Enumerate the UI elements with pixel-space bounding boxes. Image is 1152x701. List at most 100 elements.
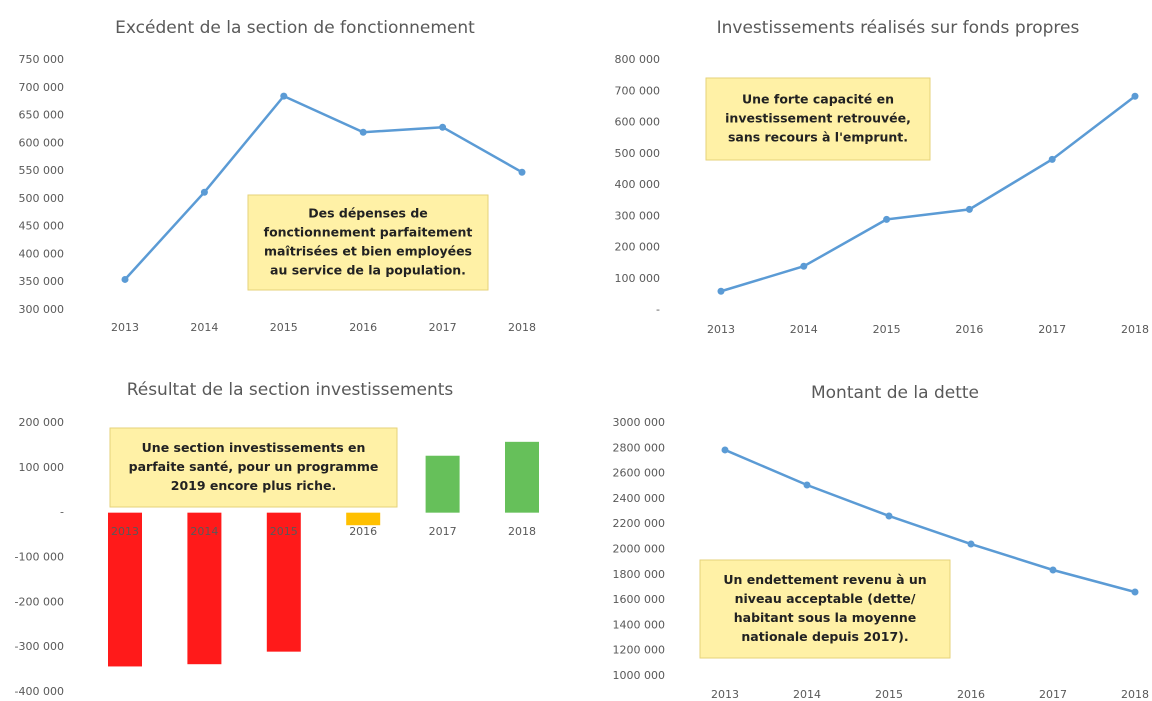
x-tick-label: 2013 [111,525,139,538]
y-tick-label: 400 000 [615,178,661,191]
x-tick-label: 2013 [111,321,139,334]
x-tick-label: 2013 [711,688,739,701]
x-tick-label: 2016 [349,525,377,538]
marker [439,123,447,131]
x-tick-label: 2018 [508,525,536,538]
marker [965,205,973,213]
x-tick-label: 2017 [429,321,457,334]
annotation-box [109,427,398,508]
y-tick-label: 550 000 [19,164,65,177]
y-tick-label: -400 000 [15,685,64,698]
y-tick-label: 750 000 [19,53,65,66]
x-tick-label: 2015 [873,323,901,336]
y-tick-label: 500 000 [19,192,65,205]
line [124,94,523,281]
y-tick-label: - [60,506,64,519]
y-tick-label: - [656,303,660,316]
y-tick-label: 2400 000 [613,492,666,505]
chart-title: Montant de la dette [811,383,979,403]
marker [800,262,808,270]
y-tick-label: 450 000 [19,220,65,233]
annotation-box [247,194,489,291]
annotation-text: habitant sous la moyenne [734,610,917,625]
marker [1131,92,1139,100]
x-tick-label: 2018 [1121,688,1149,701]
bar [346,512,381,526]
y-tick-label: 600 000 [615,116,661,129]
marker [967,540,975,548]
annotation-text: maîtrisées et bien employées [264,244,472,259]
x-tick-label: 2017 [1039,688,1067,701]
marker [1048,155,1056,163]
chart-title: Excédent de la section de fonctionnement [115,18,475,38]
y-tick-label: 1400 000 [613,618,666,631]
y-tick-label: 1200 000 [613,644,666,657]
y-tick-label: 400 000 [19,247,65,260]
annotation-text: Un endettement revenu à un [723,572,926,587]
annotation-text: parfaite santé, pour un programme [129,459,379,474]
x-tick-label: 2014 [790,323,818,336]
annotation-text: nationale depuis 2017). [741,629,908,644]
y-tick-label: 100 000 [19,461,65,474]
y-tick-label: 1000 000 [613,669,666,682]
annotation-text: investissement retrouvée, [725,111,911,126]
marker [359,128,367,136]
annotation-box [705,77,931,161]
marker [885,512,893,520]
x-tick-label: 2017 [429,525,457,538]
y-tick-label: 3000 000 [613,416,666,429]
y-tick-label: 300 000 [615,209,661,222]
marker [803,481,811,489]
y-tick-label: 600 000 [19,136,65,149]
annotation-text: niveau acceptable (dette/ [735,591,916,606]
bar [187,512,222,665]
x-tick-label: 2014 [190,321,218,334]
annotation-text: sans recours à l'emprunt. [728,130,908,145]
x-tick-label: 2013 [707,323,735,336]
line [724,448,1136,594]
annotation-text: Une section investissements en [142,440,366,455]
x-tick-label: 2018 [508,321,536,334]
bar [425,455,460,513]
x-tick-label: 2014 [190,525,218,538]
annotation-text: fonctionnement parfaitement [264,225,473,240]
marker [518,168,526,176]
y-tick-label: -200 000 [15,595,64,608]
marker [1049,566,1057,574]
y-tick-label: 2000 000 [613,543,666,556]
y-tick-label: 200 000 [615,241,661,254]
marker [1131,588,1139,596]
y-tick-label: 100 000 [615,272,661,285]
y-tick-label: 300 000 [19,303,65,316]
y-tick-label: 2200 000 [613,517,666,530]
bar [266,512,301,652]
x-tick-label: 2014 [793,688,821,701]
annotation-text: Une forte capacité en [742,92,894,107]
chart-title: Investissements réalisés sur fonds propr… [717,18,1080,38]
x-tick-label: 2015 [270,321,298,334]
y-tick-label: 500 000 [615,147,661,160]
marker [721,446,729,454]
y-tick-label: 800 000 [615,53,661,66]
x-tick-label: 2018 [1121,323,1149,336]
line [720,95,1136,293]
y-tick-label: 2800 000 [613,441,666,454]
y-tick-label: -100 000 [15,551,64,564]
marker [883,215,891,223]
bar [108,512,142,667]
x-tick-label: 2016 [349,321,377,334]
x-tick-label: 2016 [955,323,983,336]
y-tick-label: 700 000 [615,84,661,97]
marker [200,188,208,196]
y-tick-label: 700 000 [19,81,65,94]
y-tick-label: 650 000 [19,109,65,122]
marker [121,275,129,283]
y-tick-label: 200 000 [19,416,65,429]
annotation-box [699,559,951,659]
annotation-text: 2019 encore plus riche. [171,478,336,493]
y-tick-label: 1600 000 [613,593,666,606]
marker [717,287,725,295]
x-tick-label: 2016 [957,688,985,701]
bar [505,441,539,513]
